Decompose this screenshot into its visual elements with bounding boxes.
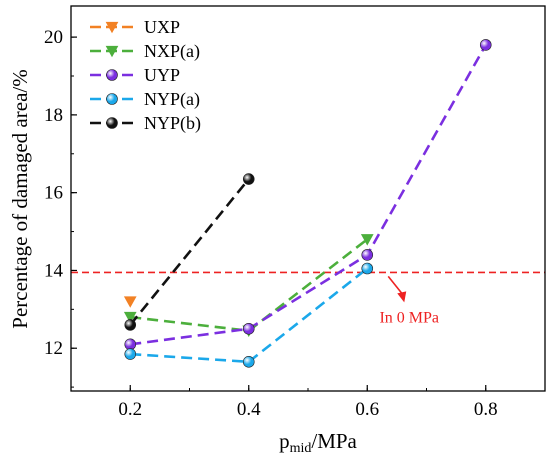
data-point-3-1: [242, 356, 255, 368]
legend-label-1: NXP(a): [144, 41, 200, 62]
legend-label-2: UYP: [144, 65, 180, 85]
x-tick-label-0: 0.2: [118, 399, 142, 420]
legend-label-4: NYP(b): [144, 113, 201, 134]
data-point-0-0: [123, 296, 137, 308]
data-point-1-2: [360, 234, 374, 246]
series-line-4: [129, 178, 250, 326]
x-axis-title: pmid/MPa: [279, 429, 357, 456]
y-tick-label-0: 12: [44, 338, 63, 359]
y-tick-label-2: 16: [44, 183, 63, 204]
annotation-label: In 0 MPa: [379, 309, 439, 326]
x-axis-title-main: p: [279, 429, 290, 453]
series-line-1: [130, 238, 369, 333]
legend-label-0: UXP: [144, 17, 180, 37]
legend-marker-3: [106, 93, 118, 105]
x-axis-title-unit: /MPa: [311, 429, 357, 453]
data-point-2-0: [124, 338, 137, 351]
legend: UXP NXP(a) UYP NYP(a) NYP(b): [90, 17, 201, 134]
series-line-2: [130, 44, 487, 346]
x-tick-label-1: 0.4: [237, 399, 261, 420]
data-point-2-2: [361, 249, 374, 261]
data-point-3-2: [361, 262, 374, 275]
x-axis-title-sub: mid: [290, 441, 312, 456]
y-tick-label-4: 20: [44, 27, 63, 48]
annotation-arrow-head: [397, 291, 407, 303]
legend-marker-4: [106, 117, 118, 129]
data-point-1-0: [123, 311, 137, 324]
data-point-4-1: [242, 173, 255, 185]
data-point-2-1: [242, 322, 255, 335]
legend-label-3: NYP(a): [144, 89, 200, 110]
x-tick-label-3: 0.8: [474, 399, 498, 420]
y-tick-label-3: 18: [44, 105, 63, 126]
axes-layer: 0.2 0.4 0.6 0.8 12 14 16 18 20: [44, 5, 546, 420]
legend-marker-2: [106, 69, 118, 81]
x-tick-label-2: 0.6: [355, 399, 379, 420]
data-point-4-0: [124, 319, 137, 331]
y-axis-title: Percentage of damaged area/%: [8, 69, 32, 328]
data-point-3-0: [124, 348, 137, 360]
legend-marker-0: [105, 21, 119, 34]
plot-layer: [71, 39, 545, 368]
series-line-3: [130, 267, 369, 364]
data-point-2-3: [479, 39, 492, 51]
legend-marker-1: [105, 45, 119, 58]
y-tick-label-1: 14: [44, 260, 64, 281]
annotation: In 0 MPa: [379, 275, 439, 326]
